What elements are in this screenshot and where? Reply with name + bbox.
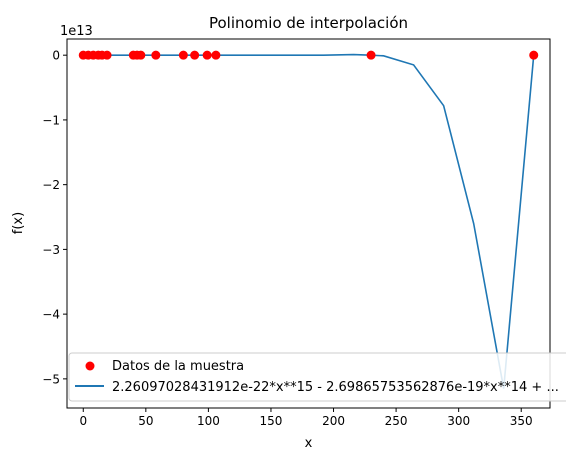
- y-tick-label: 0: [52, 49, 60, 63]
- sample-data-point: [151, 50, 161, 60]
- legend: Datos de la muestra 2.26097028431912e-22…: [68, 352, 566, 402]
- chart-title: Polinomio de interpolación: [209, 14, 408, 32]
- x-tick-label: 250: [385, 414, 408, 428]
- y-ticks: 0 −1 −2 −3 −4 −5: [42, 49, 67, 386]
- sample-data-point: [529, 50, 539, 60]
- x-tick-label: 200: [322, 414, 345, 428]
- sample-data-point: [366, 50, 376, 60]
- y-tick-label: −5: [42, 372, 60, 386]
- x-axis-label: x: [305, 436, 313, 451]
- legend-marker-sample-data: [85, 361, 95, 371]
- legend-label-sample-data: Datos de la muestra: [112, 359, 244, 374]
- x-ticks: 0 50 100 150 200 250 300 350: [79, 408, 533, 428]
- y-tick-label: −1: [42, 113, 60, 127]
- y-tick-label: −3: [42, 243, 60, 257]
- sample-data-point: [211, 50, 221, 60]
- sample-data-point: [202, 50, 212, 60]
- x-tick-label: 150: [260, 414, 283, 428]
- plot-series: [78, 50, 539, 389]
- x-tick-label: 300: [447, 414, 470, 428]
- sample-data-point: [136, 50, 146, 60]
- x-tick-label: 100: [197, 414, 220, 428]
- x-tick-label: 50: [138, 414, 153, 428]
- polynomial-line: [83, 53, 535, 389]
- y-offset-text: 1e13: [60, 24, 93, 39]
- y-axis-label: f(x): [11, 212, 26, 234]
- x-tick-label: 350: [510, 414, 533, 428]
- legend-box: [68, 352, 566, 402]
- plot-frame: [66, 38, 551, 409]
- x-tick-label: 0: [79, 414, 87, 428]
- legend-label-polynomial: 2.26097028431912e-22*x**15 - 2.698657535…: [112, 380, 559, 395]
- sample-data-point: [190, 50, 200, 60]
- sample-data-point: [102, 50, 112, 60]
- y-tick-label: −2: [42, 178, 60, 192]
- y-tick-label: −4: [42, 308, 60, 322]
- sample-data-point: [178, 50, 188, 60]
